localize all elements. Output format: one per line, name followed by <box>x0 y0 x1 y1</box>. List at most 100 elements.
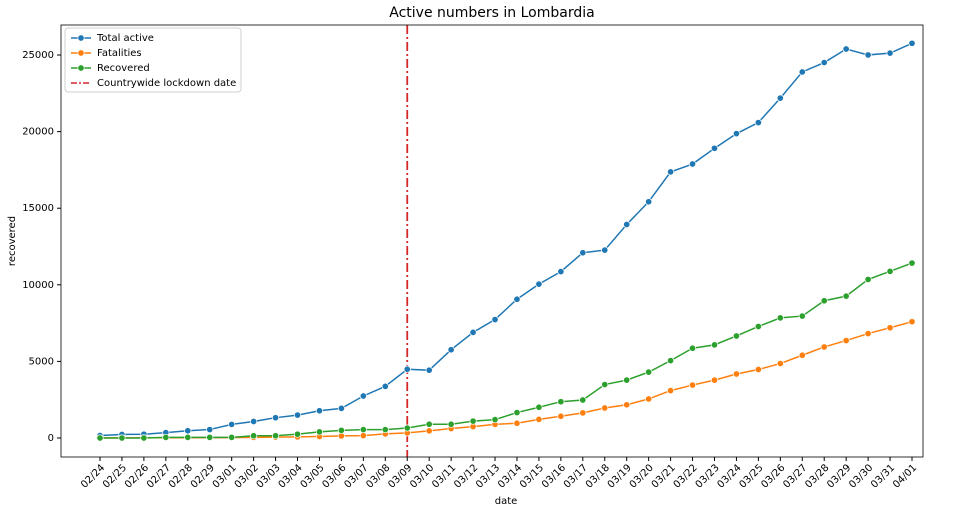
data-point <box>667 387 675 395</box>
data-point <box>206 433 214 441</box>
legend-text: Fatalities <box>97 48 142 59</box>
data-point <box>513 409 521 417</box>
data-point <box>645 368 653 376</box>
data-point <box>710 341 719 349</box>
data-point <box>886 324 894 332</box>
y-tick-label: 10000 <box>22 280 54 291</box>
data-point <box>776 359 784 368</box>
data-point <box>513 419 521 427</box>
data-point <box>425 420 433 428</box>
y-tick-label: 20000 <box>22 127 54 138</box>
data-point <box>645 198 653 206</box>
data-point <box>842 337 850 345</box>
data-point <box>776 94 784 102</box>
data-point <box>864 51 872 59</box>
data-point <box>820 343 828 351</box>
data-point <box>337 404 345 412</box>
y-axis-label: recovered <box>7 216 18 266</box>
data-point <box>184 433 192 441</box>
data-point <box>557 268 565 276</box>
data-point <box>425 366 433 374</box>
data-point <box>776 314 784 322</box>
data-point <box>557 398 565 406</box>
data-point <box>337 426 345 434</box>
data-point <box>513 295 521 303</box>
data-point <box>601 380 609 389</box>
data-point <box>359 426 367 434</box>
legend-box <box>64 27 242 93</box>
data-point <box>469 417 477 425</box>
data-point <box>864 330 872 338</box>
data-point <box>667 357 675 365</box>
data-point <box>688 160 697 168</box>
y-tick-label: 25000 <box>22 50 54 61</box>
data-point <box>403 424 411 432</box>
data-point <box>667 168 675 176</box>
data-point <box>754 119 762 127</box>
data-point <box>293 411 302 419</box>
y-tick-label: 5000 <box>29 356 54 367</box>
data-point <box>250 432 258 440</box>
legend-text: Countrywide lockdown date <box>97 78 236 89</box>
data-point <box>293 430 302 438</box>
data-point <box>842 45 850 53</box>
data-point <box>206 425 214 434</box>
data-point <box>820 58 828 67</box>
y-tick-label: 15000 <box>22 203 54 214</box>
data-point <box>601 404 609 412</box>
data-point <box>864 275 872 284</box>
x-axis-label: date <box>495 496 518 507</box>
plot-frame <box>60 24 924 458</box>
data-point <box>732 370 740 378</box>
data-point <box>798 68 806 76</box>
data-point <box>162 433 170 441</box>
legend-marker <box>77 34 85 42</box>
data-point <box>798 312 806 320</box>
data-point <box>754 365 762 374</box>
data-point <box>645 395 653 403</box>
data-point <box>908 39 916 47</box>
data-point <box>623 220 631 229</box>
data-point <box>184 427 192 435</box>
data-point <box>272 414 280 422</box>
data-point <box>535 280 543 288</box>
data-point <box>359 392 367 400</box>
data-point <box>908 259 916 267</box>
data-point <box>579 409 587 417</box>
data-point <box>250 417 258 426</box>
data-point <box>623 401 631 409</box>
data-point <box>228 420 236 428</box>
data-point <box>820 297 828 305</box>
data-point <box>732 332 740 340</box>
data-point <box>886 267 894 275</box>
data-point <box>579 249 587 257</box>
data-point <box>798 351 806 359</box>
legend-marker <box>77 49 85 57</box>
data-point <box>315 407 324 415</box>
data-point <box>272 432 280 440</box>
data-point <box>359 432 367 440</box>
legend-text: Total active <box>96 33 154 44</box>
data-point <box>447 420 455 428</box>
data-point <box>601 246 609 254</box>
data-point <box>579 396 587 404</box>
data-point <box>381 382 389 390</box>
data-point <box>908 318 916 326</box>
data-point <box>886 49 894 57</box>
data-point <box>688 344 697 352</box>
data-point <box>469 328 477 336</box>
data-point <box>754 322 762 331</box>
data-point <box>381 426 389 434</box>
data-point <box>710 376 719 384</box>
data-point <box>118 434 126 442</box>
y-tick-label: 0 <box>48 433 54 444</box>
data-point <box>228 433 236 441</box>
data-point <box>842 292 850 300</box>
data-point <box>710 144 719 152</box>
data-point <box>535 415 543 423</box>
data-point <box>557 412 565 420</box>
data-point <box>140 434 148 442</box>
legend-marker <box>77 64 85 72</box>
data-point <box>403 365 411 373</box>
